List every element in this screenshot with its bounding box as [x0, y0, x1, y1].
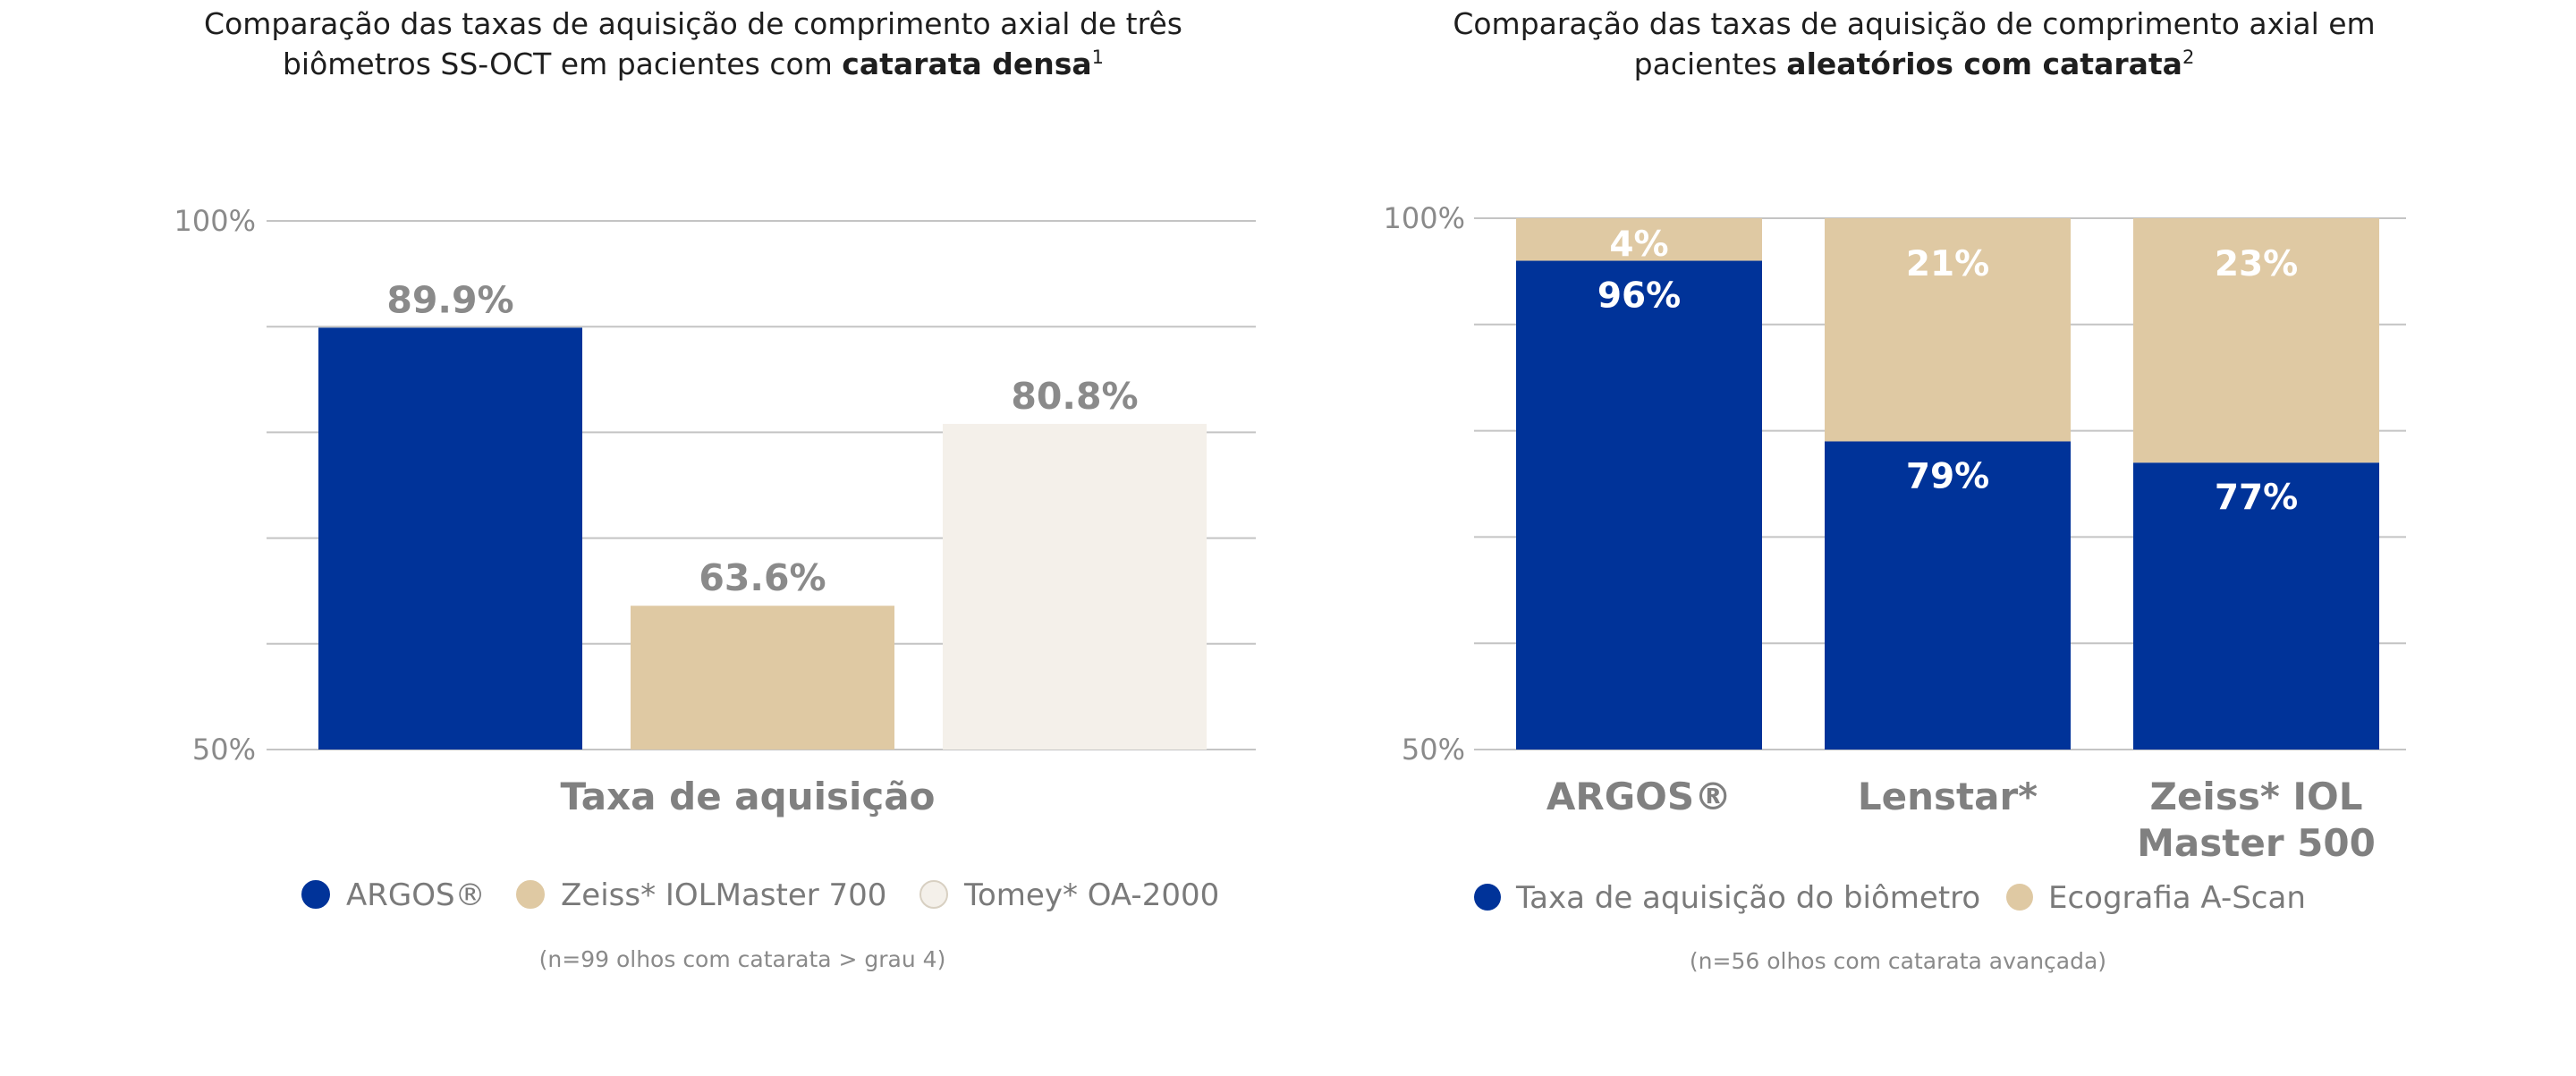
right-legend-label: Ecografia A-Scan — [2048, 880, 2306, 916]
left-legend-swatch — [919, 880, 948, 909]
left-legend-swatch — [301, 880, 330, 909]
left-legend-label: ARGOS® — [346, 877, 486, 913]
right-legend-swatch — [1474, 884, 1501, 911]
right-legend-label: Taxa de aquisição do biômetro — [1515, 880, 1980, 916]
left-bar-value-label: 89.9% — [386, 278, 513, 321]
right-bar-value-label-ascan: 21% — [1906, 244, 1989, 284]
right-bar-value-label-biometer: 77% — [2215, 478, 2298, 518]
left-y-tick-label: 50% — [192, 733, 256, 767]
right-bar-value-label-ascan: 4% — [1609, 225, 1668, 265]
right-category-label: ARGOS® — [1546, 775, 1732, 818]
left-sample-note: (n=99 olhos com catarata > grau 4) — [539, 946, 946, 972]
left-bar — [943, 423, 1207, 750]
right-bar-segment-ascan — [2133, 218, 2379, 463]
left-legend-label: Tomey* OA-2000 — [963, 877, 1219, 913]
right-bar-segment-biometer — [1516, 260, 1762, 750]
right-chart-title: Comparação das taxas de aquisição de com… — [1453, 6, 2376, 81]
right-bar-value-label-biometer: 79% — [1906, 456, 1989, 496]
left-x-axis-label: Taxa de aquisição — [561, 775, 936, 818]
right-category-label: Master 500 — [2137, 821, 2376, 865]
right-bar-segment-ascan — [1516, 218, 1762, 261]
right-sample-note: (n=56 olhos com catarata avançada) — [1690, 948, 2106, 974]
left-legend-swatch — [516, 880, 545, 909]
left-bar — [318, 327, 582, 750]
left-bar — [631, 606, 894, 750]
right-bar-value-label-ascan: 23% — [2215, 244, 2298, 284]
left-y-tick-label: 100% — [174, 204, 256, 238]
right-bar-value-label-biometer: 96% — [1597, 276, 1681, 317]
right-bar-segment-biometer — [1825, 441, 2071, 750]
left-bar-value-label: 80.8% — [1011, 375, 1138, 418]
right-category-label: Zeiss* IOL — [2149, 775, 2362, 818]
right-bar-segment-biometer — [2133, 462, 2379, 750]
left-bar-value-label: 63.6% — [699, 556, 826, 599]
right-stacked-bar-chart: 50% 100% 96% 4% ARGOS® 79% 21% Lenstar* 77% 23% Ze… — [1384, 201, 2406, 974]
right-y-tick-label: 50% — [1402, 733, 1465, 767]
left-bar-chart: 50% 100% 89.9% 63.6% 80.8% Taxa de aquisição A… — [174, 204, 1256, 972]
left-legend-label: Zeiss* IOLMaster 700 — [561, 877, 886, 913]
left-chart-title: Comparação das taxas de aquisição de com… — [204, 6, 1182, 81]
right-y-tick-label: 100% — [1384, 201, 1465, 235]
right-bar-segment-ascan — [1825, 218, 2071, 442]
right-legend-swatch — [2006, 884, 2033, 911]
right-category-label: Lenstar* — [1858, 775, 2038, 818]
